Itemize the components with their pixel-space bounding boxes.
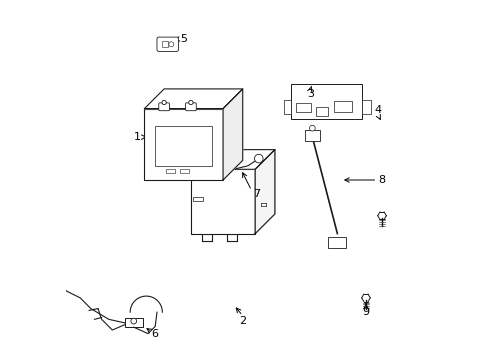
Bar [362, 100, 370, 114]
Polygon shape [255, 150, 274, 234]
Polygon shape [223, 89, 242, 180]
Text: 8: 8 [378, 175, 385, 185]
Bar [333, 102, 351, 112]
Text: 2: 2 [239, 316, 246, 326]
Polygon shape [190, 150, 274, 169]
FancyBboxPatch shape [157, 37, 178, 51]
Bar [155, 126, 212, 166]
Bar [124, 318, 142, 327]
Bar [190, 169, 255, 234]
Circle shape [162, 100, 166, 105]
Bar [290, 84, 362, 119]
Bar [192, 197, 203, 202]
Bar [296, 103, 310, 112]
Bar [180, 169, 189, 173]
Bar [305, 130, 319, 141]
Circle shape [193, 140, 202, 149]
Bar [315, 107, 328, 116]
Bar [283, 100, 290, 114]
Text: 1: 1 [134, 132, 141, 142]
Text: 4: 4 [374, 105, 381, 115]
Bar [144, 109, 223, 180]
Circle shape [192, 140, 197, 145]
Bar [162, 41, 167, 47]
Bar [257, 159, 267, 165]
Text: 6: 6 [151, 329, 159, 339]
Circle shape [254, 154, 263, 163]
Circle shape [188, 100, 193, 105]
FancyBboxPatch shape [185, 103, 196, 111]
Text: 9: 9 [362, 307, 369, 317]
Circle shape [131, 318, 136, 324]
Text: 5: 5 [180, 34, 187, 44]
Text: 7: 7 [253, 189, 260, 199]
Text: 3: 3 [306, 89, 313, 99]
Circle shape [187, 135, 201, 149]
Bar [328, 237, 346, 248]
Bar [165, 169, 175, 173]
FancyBboxPatch shape [159, 103, 169, 111]
Circle shape [309, 125, 315, 131]
Polygon shape [144, 89, 242, 109]
Circle shape [168, 42, 173, 47]
